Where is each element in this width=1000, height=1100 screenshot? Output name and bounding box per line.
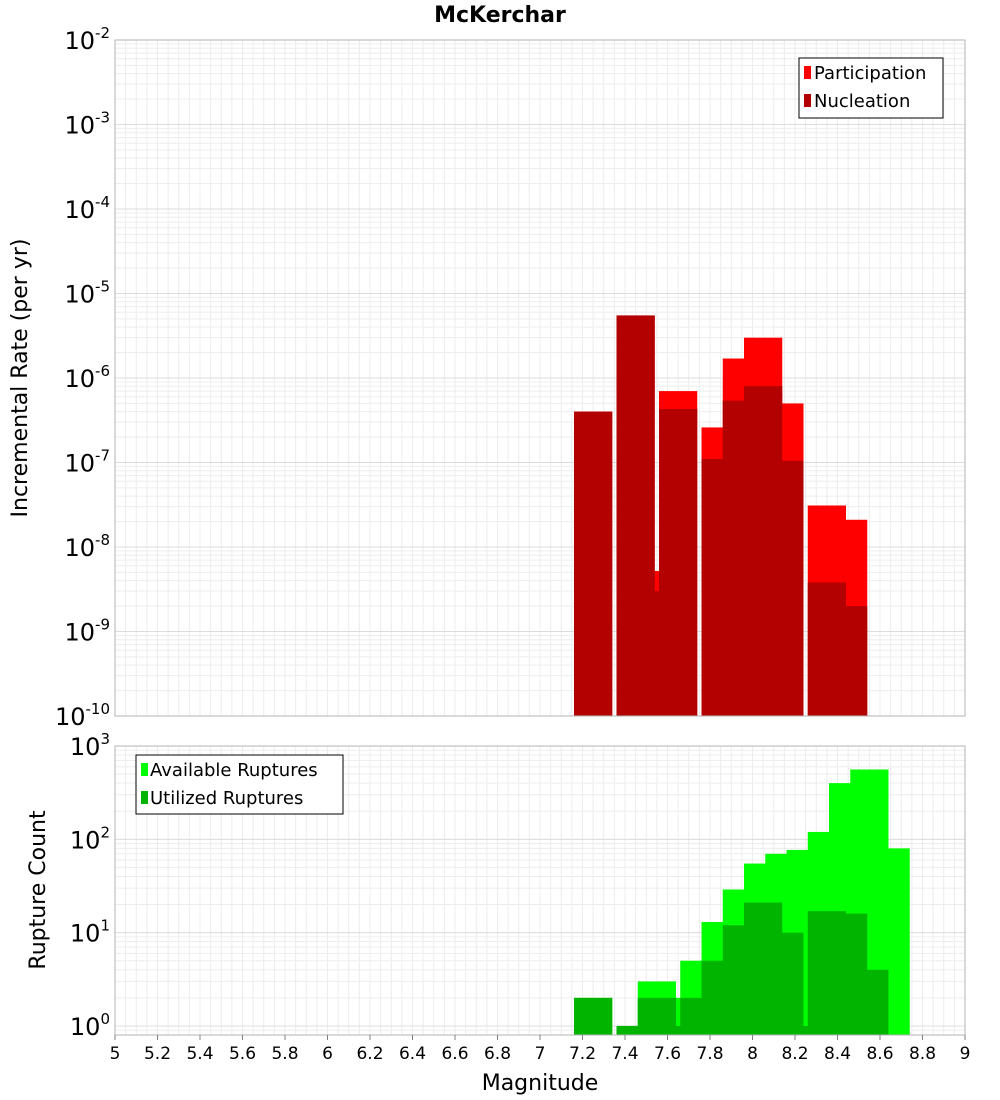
legend-swatch-nucleation xyxy=(804,94,811,107)
bottom-bar-b xyxy=(659,1025,698,1035)
bottom-bars xyxy=(574,769,910,1035)
chart-title: McKerchar xyxy=(434,3,566,28)
bottom-bar-b xyxy=(616,1025,655,1035)
legend-swatch-available xyxy=(141,763,148,776)
top-legend: Participation Nucleation xyxy=(798,57,944,119)
x-tick-label: 6.2 xyxy=(356,1044,383,1064)
bottom-legend-box xyxy=(135,754,344,815)
bottom-y-axis-label: Rupture Count xyxy=(26,810,51,970)
top-bar-b xyxy=(765,460,804,716)
bottom-legend: Available Ruptures Utilized Ruptures xyxy=(135,754,344,815)
x-tick-label: 8 xyxy=(747,1044,758,1064)
top-bar-b xyxy=(574,411,613,716)
top-grid xyxy=(114,40,966,717)
bottom-plot: 100 101 102 103 5 5.2 5.4 5.6 5.8 6 6.2 6.4 6.6 6.8 7… xyxy=(26,730,970,1096)
y-tick-label: 10-8 xyxy=(64,531,110,562)
top-bar-b xyxy=(829,606,868,716)
x-tick-label: 7.4 xyxy=(611,1044,638,1064)
x-ticks: 5 5.2 5.4 5.6 5.8 6 6.2 6.4 6.6 6.8 7 7.2 7.4 7.6 7.8 8… xyxy=(110,1035,971,1064)
y-tick-label: 10-7 xyxy=(64,447,110,478)
x-tick-label: 6.6 xyxy=(441,1044,468,1064)
x-tick-label: 6.4 xyxy=(399,1044,426,1064)
x-tick-label: 5.4 xyxy=(186,1044,213,1064)
top-plot-frame xyxy=(114,39,966,717)
x-tick-label: 9 xyxy=(960,1044,971,1064)
bottom-bar-b xyxy=(850,969,889,1035)
top-legend-box xyxy=(798,57,944,119)
y-tick-label: 101 xyxy=(70,917,110,948)
y-tick-label: 103 xyxy=(70,730,110,761)
legend-label-utilized: Utilized Ruptures xyxy=(150,788,303,809)
x-tick-label: 6 xyxy=(322,1044,333,1064)
bottom-bar-b xyxy=(574,997,613,1035)
legend-swatch-participation xyxy=(804,66,811,79)
y-tick-label: 10-6 xyxy=(64,362,110,393)
x-tick-label: 5.8 xyxy=(271,1044,298,1064)
x-axis-label: Magnitude xyxy=(482,1071,599,1096)
y-tick-label: 10-5 xyxy=(64,278,110,309)
top-y-axis-label: Incremental Rate (per yr) xyxy=(8,239,33,518)
x-tick-label: 7.2 xyxy=(569,1044,596,1064)
legend-label-nucleation: Nucleation xyxy=(814,91,910,112)
x-tick-label: 5 xyxy=(110,1044,121,1064)
top-bar-b xyxy=(659,408,698,716)
x-tick-label: 6.8 xyxy=(484,1044,511,1064)
legend-swatch-utilized xyxy=(141,791,148,804)
top-y-ticks: 10-10 10-9 10-8 10-7 10-6 10-5 10-4 10-3 10-2 xyxy=(55,24,110,731)
top-plot: 10-10 10-9 10-8 10-7 10-6 10-5 10-4 10-3 10-2 In… xyxy=(8,24,966,731)
y-tick-label: 10-9 xyxy=(64,616,110,647)
bottom-y-ticks: 100 101 102 103 xyxy=(70,730,110,1041)
legend-label-available: Available Ruptures xyxy=(150,760,318,781)
x-tick-label: 7.6 xyxy=(654,1044,681,1064)
legend-label-participation: Participation xyxy=(814,63,926,84)
x-tick-label: 5.2 xyxy=(144,1044,171,1064)
y-tick-label: 10-10 xyxy=(55,700,110,731)
x-tick-label: 7.8 xyxy=(696,1044,723,1064)
x-tick-label: 8.6 xyxy=(866,1044,893,1064)
y-tick-label: 10-3 xyxy=(64,109,110,140)
y-tick-label: 102 xyxy=(70,823,110,854)
y-tick-label: 100 xyxy=(70,1010,110,1041)
y-tick-label: 10-2 xyxy=(64,24,110,55)
bottom-bar-b xyxy=(765,932,804,1035)
top-bars xyxy=(574,315,868,716)
y-tick-label: 10-4 xyxy=(64,193,110,224)
x-tick-label: 8.4 xyxy=(824,1044,851,1064)
x-tick-label: 5.6 xyxy=(229,1044,256,1064)
x-tick-label: 8.2 xyxy=(781,1044,808,1064)
x-tick-label: 8.8 xyxy=(909,1044,936,1064)
x-tick-label: 7 xyxy=(535,1044,546,1064)
bottom-bar-b xyxy=(786,1025,825,1035)
